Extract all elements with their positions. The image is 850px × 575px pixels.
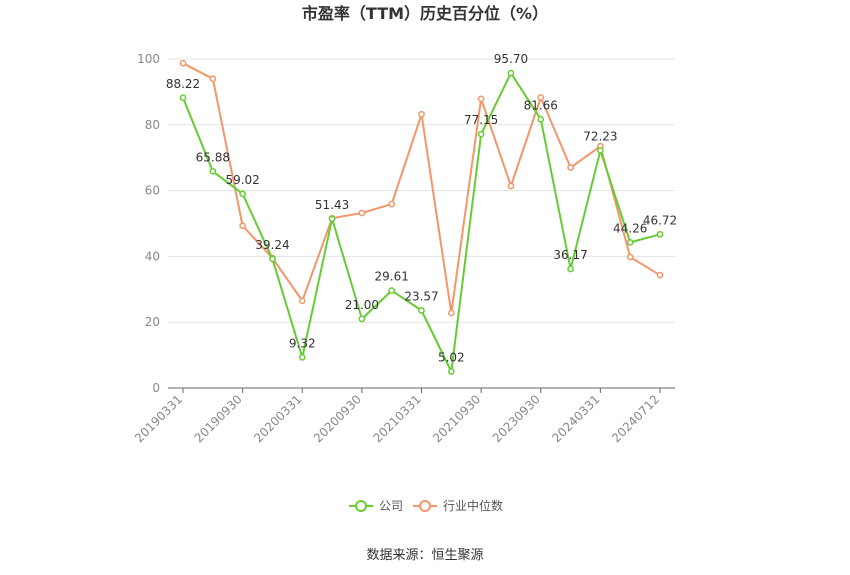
y-axis-ticks: 0 20 40 60 80 100 (137, 52, 160, 395)
series-0-point-0 (179, 94, 187, 102)
series-0-point-10 (477, 130, 485, 138)
data-label-1: 65.88 (196, 150, 230, 164)
series-1-point-11 (507, 182, 515, 190)
series-1-point-15 (626, 253, 634, 261)
series-1-point-10 (477, 95, 485, 103)
series-0-point-8 (418, 307, 425, 314)
series-0-point-7 (388, 287, 396, 294)
series-line-1 (182, 62, 661, 314)
series-0-point-9 (447, 368, 455, 375)
series-0-point-5 (328, 215, 336, 223)
series-0-point-4 (298, 353, 306, 361)
legend-item-company[interactable]: 公司 (349, 499, 403, 513)
legend-label-company: 公司 (379, 499, 403, 513)
y-tick-label-20: 20 (145, 315, 160, 329)
data-label-4: 9.32 (289, 336, 316, 350)
series-1-point-12 (537, 94, 545, 101)
legend-item-industry-median[interactable]: 行业中位数 (413, 498, 503, 513)
series-0-point-3 (269, 255, 276, 263)
data-label-11: 95.70 (494, 52, 528, 66)
x-tick-label-20190331: 20190331 (132, 392, 185, 445)
data-label-7: 29.61 (375, 270, 409, 284)
series-0-point-13 (567, 265, 574, 273)
y-tick-label-80: 80 (145, 118, 160, 132)
data-label-13: 36.17 (553, 248, 587, 262)
series-group (179, 59, 664, 375)
series-0-point-1 (209, 167, 217, 175)
x-tick-label-20190930: 20190930 (192, 392, 245, 445)
grid-lines (168, 58, 675, 323)
series-0-point-15 (626, 239, 634, 246)
series-0-point-2 (239, 190, 246, 198)
x-axis-ticks: 20190331 20190930 20200331 20200930 20210331… (132, 388, 662, 445)
data-label-3: 39.24 (255, 238, 289, 252)
legend: 公司 行业中位数 (349, 498, 503, 513)
y-tick-label-60: 60 (145, 184, 160, 198)
x-tick-label-20210930: 20210930 (430, 392, 483, 445)
series-1-point-0 (179, 59, 187, 67)
chart-title: 市盈率（TTM）历史百分位（%） (302, 4, 548, 23)
series-1-point-9 (447, 309, 455, 317)
x-tick-label-20240712: 20240712 (609, 392, 662, 445)
data-label-0: 88.22 (166, 77, 200, 91)
series-0-point-12 (537, 115, 545, 123)
data-labels: 88.22 65.88 59.02 39.24 9.32 51.43 21.00 29.61 2… (166, 52, 677, 364)
y-tick-label-100: 100 (137, 52, 160, 66)
data-label-16: 46.72 (643, 213, 677, 227)
data-label-8: 23.57 (404, 289, 438, 303)
series-1-point-16 (656, 271, 664, 279)
series-0-point-14 (597, 147, 604, 154)
data-label-9: 5.02 (438, 350, 465, 364)
series-0-point-16 (656, 230, 664, 238)
series-1-point-1 (209, 75, 217, 83)
x-tick-label-20200331: 20200331 (251, 392, 304, 445)
x-tick-label-20200930: 20200930 (311, 392, 364, 445)
data-label-15: 44.26 (613, 221, 647, 235)
x-tick-label-20240331: 20240331 (549, 392, 602, 445)
series-0-point-11 (507, 69, 515, 77)
data-label-5: 51.43 (315, 198, 349, 212)
data-label-14: 72.23 (583, 129, 617, 143)
y-tick-label-40: 40 (145, 249, 160, 263)
x-tick-label-20230930: 20230930 (490, 392, 543, 445)
series-1-point-4 (298, 297, 306, 305)
series-1-point-6 (358, 209, 366, 217)
data-label-10: 77.15 (464, 113, 498, 127)
data-label-12: 81.66 (524, 98, 558, 112)
series-1-point-7 (388, 200, 396, 208)
series-1-point-8 (418, 110, 425, 118)
data-label-6: 21.00 (345, 298, 379, 312)
y-tick-label-0: 0 (152, 381, 160, 395)
series-0-point-6 (358, 315, 366, 323)
series-1-point-13 (567, 164, 574, 171)
series-1-point-2 (239, 222, 246, 230)
data-label-2: 59.02 (225, 173, 259, 187)
data-source: 数据来源：恒生聚源 (366, 548, 483, 563)
x-tick-label-20210331: 20210331 (371, 392, 424, 445)
legend-label-industry-median: 行业中位数 (443, 498, 503, 513)
